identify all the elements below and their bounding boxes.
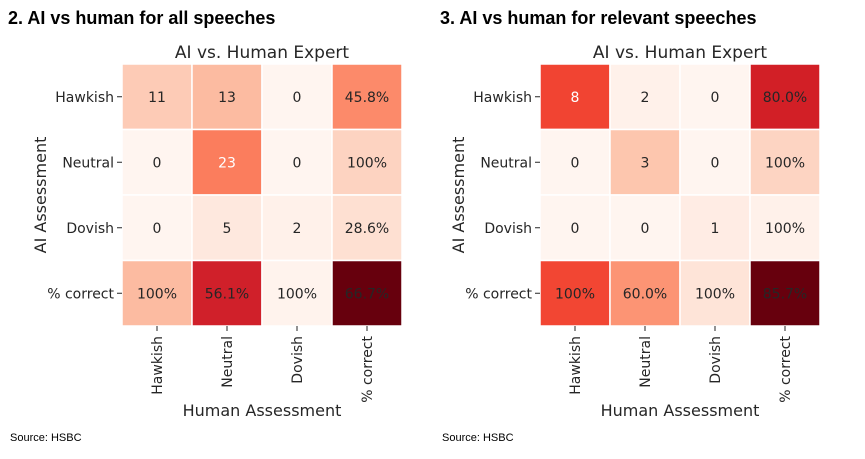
x-tick-dovish: Dovish bbox=[290, 336, 306, 384]
panel-relevant-speeches: 3. AI vs human for relevant speeches 8 2 0… bbox=[432, 0, 864, 459]
cell-value: 0 bbox=[153, 221, 162, 237]
y-tick-hawkish: Hawkish bbox=[55, 90, 114, 106]
cell-value: 5 bbox=[223, 221, 232, 237]
x-tick-neutral: Neutral bbox=[220, 336, 236, 388]
cell-value: 66.7% bbox=[345, 286, 389, 302]
panel-heading: 3. AI vs human for relevant speeches bbox=[440, 8, 757, 28]
heatmap-cell bbox=[539, 259, 611, 327]
y-tick-hawkish: Hawkish bbox=[473, 90, 532, 106]
cell-value: 13 bbox=[218, 90, 236, 106]
x-tick-dovish: Dovish bbox=[708, 336, 724, 384]
cell-value: 2 bbox=[641, 90, 650, 106]
y-axis-label: AI Assessment bbox=[449, 137, 468, 254]
x-axis-label: Human Assessment bbox=[601, 401, 760, 420]
cell-value: 60.0% bbox=[623, 286, 667, 302]
cell-value: 80.0% bbox=[763, 90, 807, 106]
cell-value: 0 bbox=[571, 221, 580, 237]
cell-value: 100% bbox=[695, 286, 735, 302]
cell-value: 0 bbox=[711, 90, 720, 106]
heatmap-cell bbox=[331, 128, 403, 196]
x-tick-hawkish: Hawkish bbox=[150, 336, 166, 395]
chart-title: AI vs. Human Expert bbox=[593, 43, 768, 63]
heatmap-relevant-speeches: 8 2 0 80.0% 0 3 0 100% 0 0 1 100% 100% 60.0% 100% 85.7%… bbox=[449, 43, 821, 420]
cell-value: 100% bbox=[765, 155, 805, 171]
cell-value: 100% bbox=[765, 221, 805, 237]
cell-value: 11 bbox=[148, 90, 166, 106]
cell-value: 0 bbox=[641, 221, 650, 237]
x-axis-label: Human Assessment bbox=[183, 401, 342, 420]
heatmap-cell bbox=[121, 194, 193, 262]
cell-value: 100% bbox=[137, 286, 177, 302]
heatmap-cell bbox=[191, 259, 263, 327]
y-tick-neutral: Neutral bbox=[480, 155, 532, 171]
x-tick-pct-correct: % correct bbox=[778, 335, 794, 402]
y-tick-neutral: Neutral bbox=[62, 155, 114, 171]
cell-value: 85.7% bbox=[763, 286, 807, 302]
heatmap-cell bbox=[121, 259, 193, 327]
x-tick-pct-correct: % correct bbox=[360, 335, 376, 402]
cell-value: 0 bbox=[293, 155, 302, 171]
panel-all-speeches: 2. AI vs human for all speeches 11 13 0 45.… bbox=[0, 0, 432, 459]
heatmap-cell bbox=[749, 63, 821, 131]
cell-value: 100% bbox=[347, 155, 387, 171]
heatmap-cell bbox=[609, 63, 681, 131]
cell-value: 56.1% bbox=[205, 286, 249, 302]
heatmap-cell bbox=[609, 128, 681, 196]
heatmap-cell bbox=[679, 194, 751, 262]
cell-value: 2 bbox=[293, 221, 302, 237]
y-tick-dovish: Dovish bbox=[66, 221, 114, 237]
y-tick-pct-correct: % correct bbox=[47, 286, 114, 302]
y-tick-pct-correct: % correct bbox=[465, 286, 532, 302]
cell-value: 0 bbox=[153, 155, 162, 171]
heatmap-cell bbox=[331, 259, 403, 327]
panel-heading: 2. AI vs human for all speeches bbox=[8, 8, 276, 28]
cell-value: 1 bbox=[711, 221, 720, 237]
heatmap-cell bbox=[121, 128, 193, 196]
heatmap-cell bbox=[679, 259, 751, 327]
heatmap-cell bbox=[191, 128, 263, 196]
cell-value: 3 bbox=[641, 155, 650, 171]
heatmap-cell bbox=[261, 194, 333, 262]
heatmap-cell bbox=[331, 63, 403, 131]
cell-value: 0 bbox=[571, 155, 580, 171]
cell-value: 28.6% bbox=[345, 221, 389, 237]
x-tick-neutral: Neutral bbox=[638, 336, 654, 388]
source-note: Source: HSBC bbox=[442, 432, 514, 444]
heatmap-all-speeches: 11 13 0 45.8% 0 23 0 100% 0 5 2 28.6% 100% 56.1% 100% 6… bbox=[31, 43, 403, 420]
cell-value: 45.8% bbox=[345, 90, 389, 106]
cell-value: 100% bbox=[277, 286, 317, 302]
heatmap-cell bbox=[331, 194, 403, 262]
x-tick-hawkish: Hawkish bbox=[568, 336, 584, 395]
source-note: Source: HSBC bbox=[10, 432, 82, 444]
heatmap-cell bbox=[261, 128, 333, 196]
heatmap-cell bbox=[749, 259, 821, 327]
heatmap-cell bbox=[261, 259, 333, 327]
cell-value: 8 bbox=[571, 90, 580, 106]
cell-value: 100% bbox=[555, 286, 595, 302]
cell-value: 0 bbox=[293, 90, 302, 106]
y-axis-label: AI Assessment bbox=[31, 137, 50, 254]
chart-title: AI vs. Human Expert bbox=[175, 43, 350, 63]
cell-value: 0 bbox=[711, 155, 720, 171]
y-tick-dovish: Dovish bbox=[484, 221, 532, 237]
cell-value: 23 bbox=[218, 155, 236, 171]
